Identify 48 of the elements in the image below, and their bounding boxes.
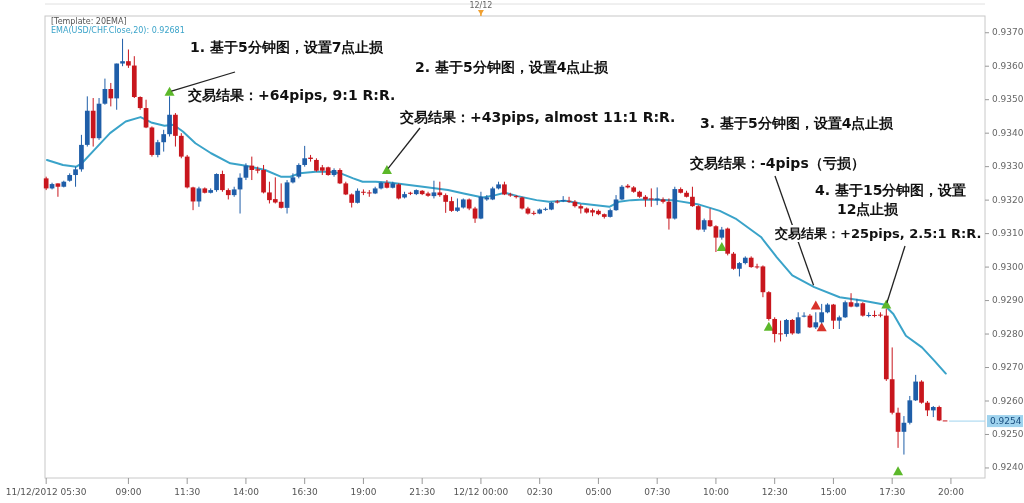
point — [893, 466, 904, 476]
y-tick-label: 0.9350 — [992, 94, 1024, 105]
point — [381, 165, 392, 174]
point — [810, 300, 821, 310]
y-tick-label: 0.9290 — [992, 295, 1024, 306]
y-tick-label: 0.9260 — [992, 395, 1024, 406]
y-tick-label: 0.9360 — [992, 60, 1024, 71]
y-tick-label: 0.9240 — [992, 462, 1024, 473]
y-tick-label: 0.9330 — [992, 161, 1024, 172]
x-tick-label: 05:00 — [585, 487, 612, 497]
x-tick-label: 02:30 — [526, 487, 553, 497]
annotation: 3. 基于5分钟图，设置4点止损 — [700, 115, 894, 131]
point — [763, 321, 774, 331]
x-tick-label: 12/12 00:00 — [453, 487, 509, 497]
x-tick-label: 11/12/2012 05:30 — [5, 487, 87, 497]
x-tick-label: 17:30 — [879, 487, 906, 497]
point — [881, 299, 892, 309]
point — [716, 242, 727, 251]
legend: [Template: 20EMA] EMA(USD/CHF.Close,20): 0.92681 — [51, 17, 185, 35]
y-tick-label: 0.9370 — [992, 27, 1024, 38]
x-tick-label: 09:00 — [115, 487, 142, 497]
x-tick-label: 12:30 — [761, 487, 788, 497]
annotation: 交易结果：+43pips, almost 11:1 R:R. — [400, 109, 676, 125]
y-tick-label: 0.9310 — [992, 228, 1024, 239]
x-tick-label: 19:00 — [350, 487, 377, 497]
point — [164, 86, 175, 96]
ref-line-label: 0.9254 — [990, 415, 1022, 426]
y-tick-label: 0.9280 — [992, 328, 1024, 339]
x-tick-label: 21:30 — [409, 487, 436, 497]
x-tick-label: 11:30 — [174, 487, 201, 497]
x-tick-label: 16:30 — [291, 487, 318, 497]
x-tick-label: 15:00 — [820, 487, 847, 497]
ref-line-label: 12/12 — [469, 1, 493, 10]
y-tick-label: 0.9250 — [992, 428, 1024, 439]
x-tick-label: 07:30 — [644, 487, 671, 497]
point — [816, 322, 827, 332]
y-tick-label: 0.9340 — [992, 127, 1024, 138]
annotation: 4. 基于15分钟图，设置12点止损 — [815, 182, 967, 217]
y-tick-label: 0.9320 — [992, 194, 1024, 205]
y-tick-label: 0.9300 — [992, 261, 1024, 272]
x-tick-label: 10:00 — [702, 487, 730, 497]
annotation: 交易结果：+64pips, 9:1 R:R. — [188, 87, 396, 103]
annotation: 1. 基于5分钟图，设置7点止损 — [190, 39, 384, 55]
x-tick-label: 14:00 — [232, 487, 260, 497]
y-tick-label: 0.9270 — [992, 362, 1024, 373]
annotation: 2. 基于5分钟图，设置4点止损 — [415, 59, 609, 75]
annotation: 交易结果：-4pips（亏损） — [690, 155, 865, 171]
x-tick-label: 20:00 — [937, 487, 965, 497]
